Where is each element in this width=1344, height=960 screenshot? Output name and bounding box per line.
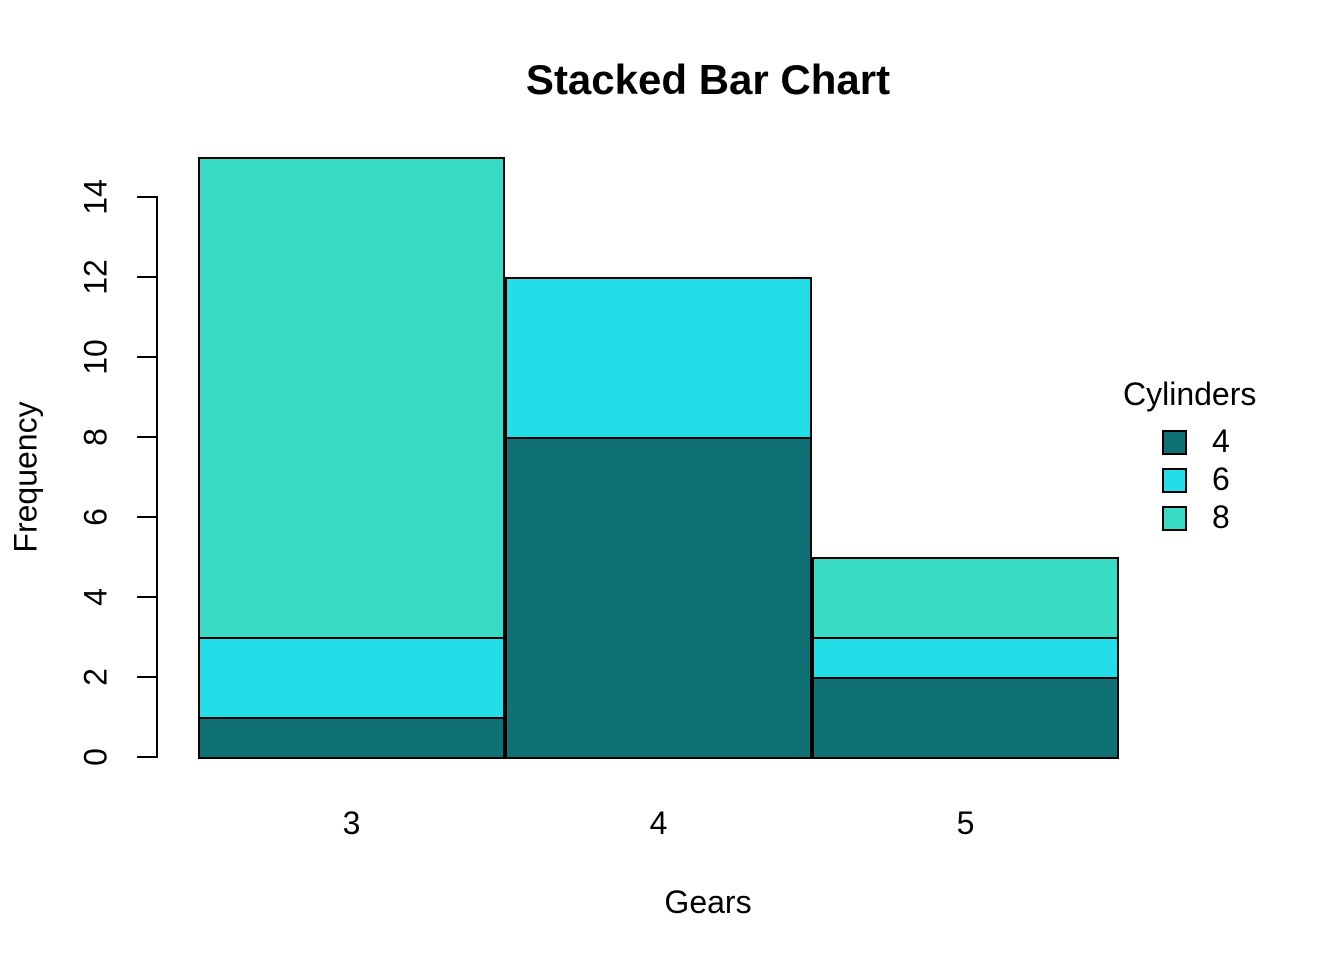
y-axis-label: Frequency (7, 401, 44, 553)
x-axis-label: Gears (664, 884, 752, 920)
y-tick-mark (137, 596, 157, 598)
bar-segment-gear5-cyl8 (812, 557, 1119, 639)
legend-title: Cylinders (1123, 376, 1257, 412)
y-tick-label: 2 (77, 668, 114, 686)
y-tick-mark (137, 516, 157, 518)
legend-swatch-4 (1162, 429, 1187, 455)
legend-label-4: 4 (1212, 423, 1230, 459)
y-tick-label: 0 (77, 748, 114, 766)
bar-segment-gear3-cyl6 (198, 637, 505, 719)
y-tick-label: 4 (77, 588, 114, 606)
y-tick-label: 12 (77, 259, 114, 295)
x-tick-label: 4 (649, 805, 668, 841)
y-tick-label: 6 (77, 508, 114, 526)
bar-segment-gear4-cyl6 (505, 277, 812, 439)
y-tick-mark (137, 356, 157, 358)
y-tick-mark (137, 196, 157, 198)
y-axis-line (156, 196, 158, 758)
y-tick-mark (137, 276, 157, 278)
y-tick-label: 14 (77, 179, 114, 215)
chart-title: Stacked Bar Chart (525, 56, 891, 103)
bar-segment-gear4-cyl4 (505, 437, 812, 759)
legend-swatch-8 (1162, 505, 1187, 531)
x-tick-label: 5 (956, 805, 975, 841)
y-tick-mark (137, 676, 157, 678)
y-tick-mark (137, 436, 157, 438)
bar-segment-gear5-cyl6 (812, 637, 1119, 679)
legend-label-6: 6 (1212, 461, 1230, 497)
legend-label-8: 8 (1212, 499, 1230, 535)
bar-segment-gear3-cyl8 (198, 157, 505, 639)
y-tick-mark (137, 756, 157, 758)
x-tick-label: 3 (342, 805, 361, 841)
y-tick-label: 8 (77, 428, 114, 446)
y-tick-label: 10 (77, 339, 114, 375)
bar-segment-gear5-cyl4 (812, 677, 1119, 759)
legend-swatch-6 (1162, 467, 1187, 493)
bar-segment-gear3-cyl4 (198, 717, 505, 759)
